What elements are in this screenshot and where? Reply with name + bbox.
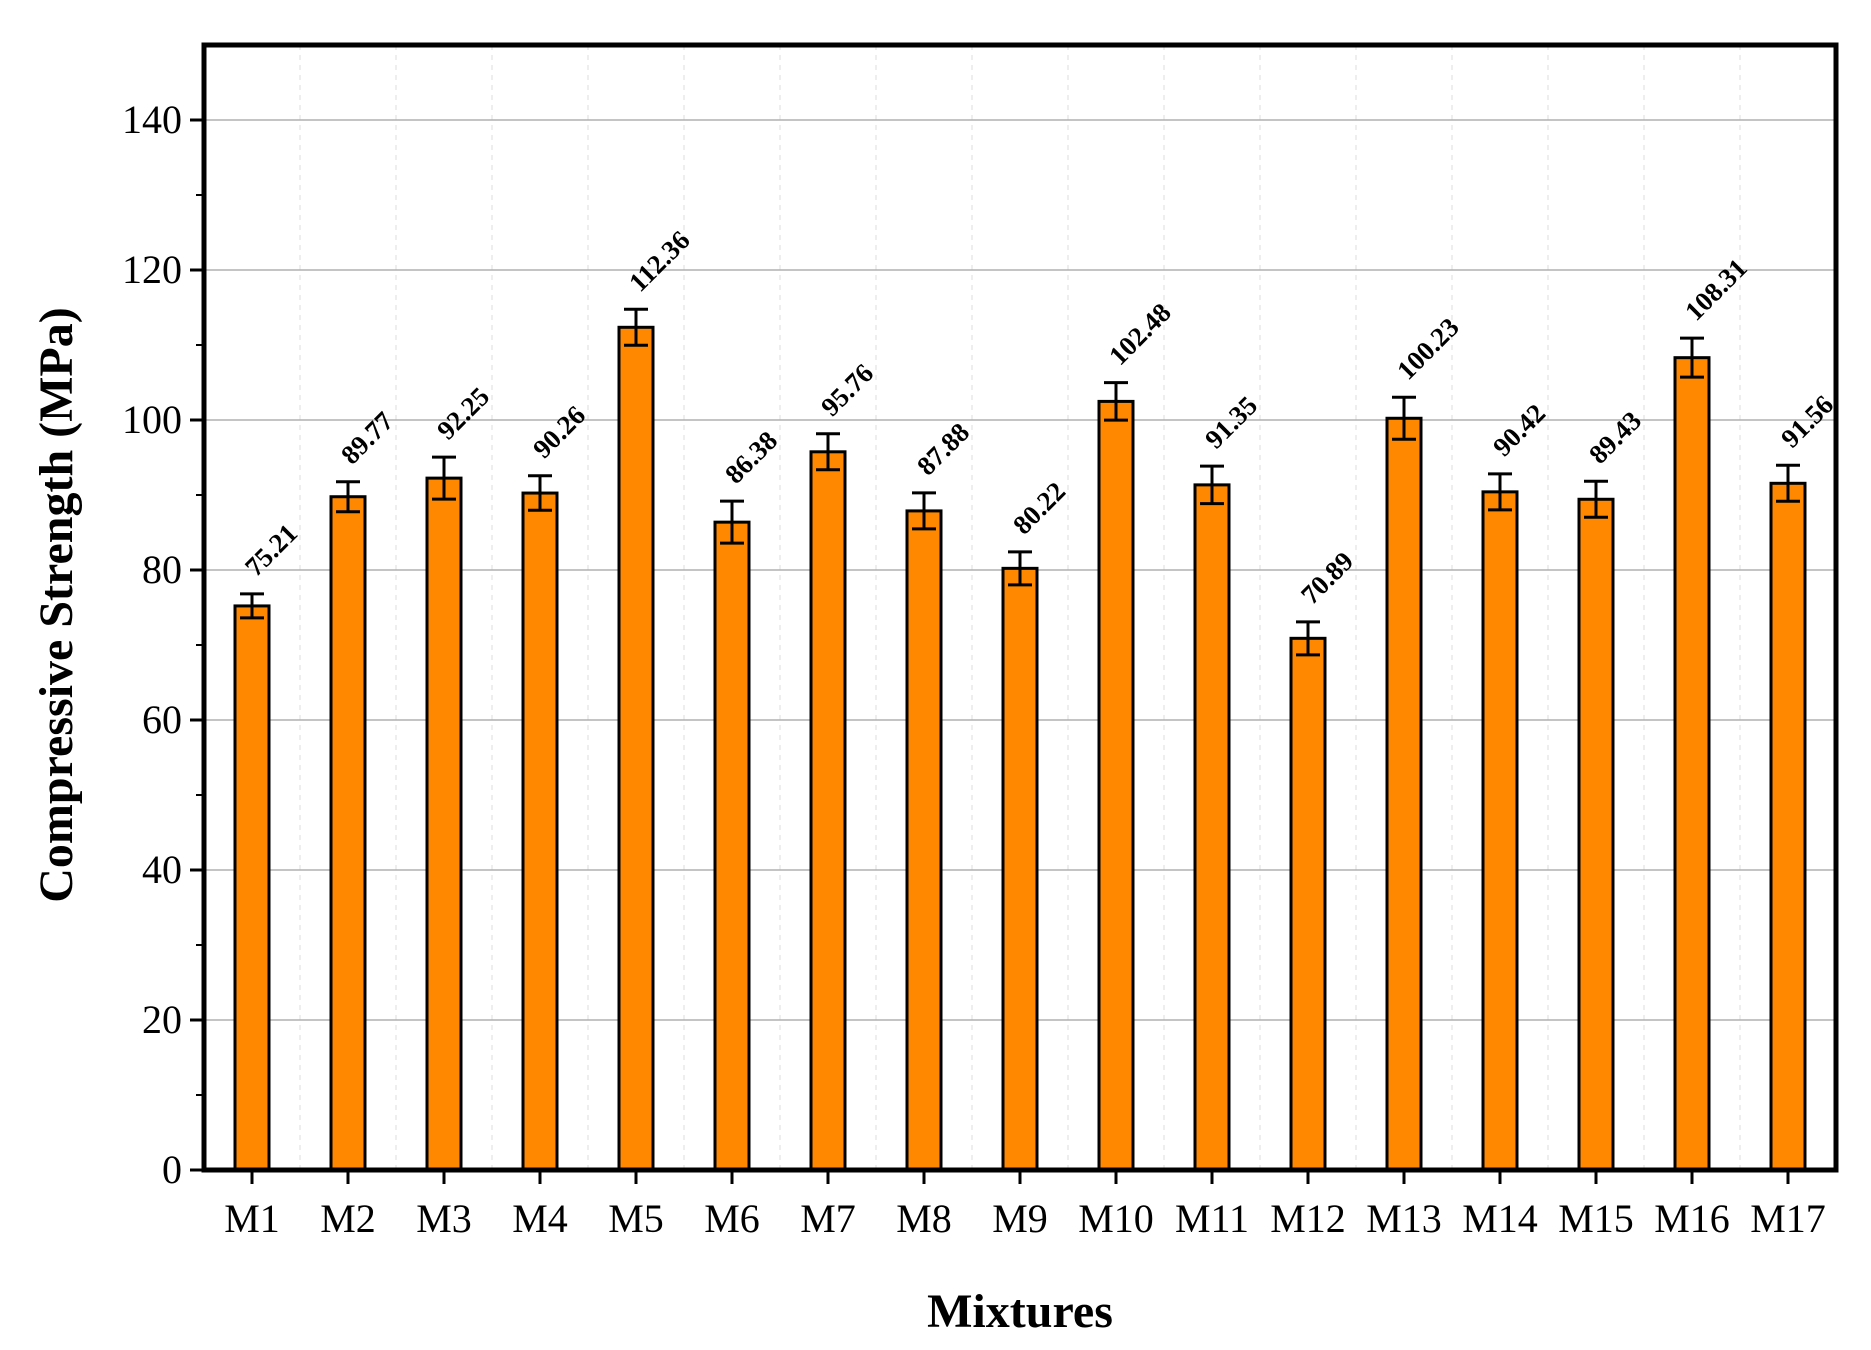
- error-bar-m1: [240, 592, 264, 620]
- bar-m16: [1673, 356, 1711, 1172]
- axes: 0 20 40 60 80 100 120 140 M1 M2 M3 M4 M5 M6 M7 M8 M9 M10 M…: [122, 42, 1839, 1241]
- data-label-m5: 112.36: [623, 225, 696, 298]
- bar-m11: [1193, 483, 1231, 1172]
- x-tick-label-m9: M9: [992, 1196, 1048, 1241]
- data-label-m1: 75.21: [239, 518, 303, 582]
- bar-m8: [905, 509, 943, 1172]
- data-label-m12: 70.89: [1295, 546, 1359, 610]
- x-tick-label-m13: M13: [1366, 1196, 1442, 1241]
- data-label-m7: 95.76: [815, 358, 879, 422]
- bar-m2: [329, 495, 367, 1172]
- y-tick-label: 40: [142, 847, 182, 892]
- bar-m5: [617, 325, 655, 1172]
- y-tick-label: 100: [122, 397, 182, 442]
- data-label-m8: 87.88: [911, 417, 975, 481]
- error-bar-m2: [336, 480, 360, 514]
- bar-m17: [1769, 481, 1807, 1172]
- bar-m14: [1481, 490, 1519, 1172]
- bar-m15: [1577, 497, 1615, 1172]
- x-tick-label-m15: M15: [1558, 1196, 1634, 1241]
- error-bar-m7: [816, 432, 840, 472]
- error-bars: [240, 307, 1800, 657]
- x-tick-label-m3: M3: [416, 1196, 472, 1241]
- y-tick-label: 120: [122, 247, 182, 292]
- data-label-m11: 91.35: [1199, 390, 1263, 454]
- bar-m13: [1385, 416, 1423, 1172]
- y-tick-label: 140: [122, 97, 182, 142]
- data-label-m13: 100.23: [1391, 312, 1465, 386]
- error-bar-m8: [912, 491, 936, 531]
- x-tick-label-m10: M10: [1078, 1196, 1154, 1241]
- bar-m12: [1289, 636, 1327, 1172]
- error-bar-m11: [1200, 464, 1224, 506]
- x-tick-label-m14: M14: [1462, 1196, 1538, 1241]
- data-label-m6: 86.38: [719, 425, 783, 489]
- bars: [233, 325, 1807, 1172]
- bar-m9: [1001, 566, 1039, 1172]
- bar-m1: [233, 604, 271, 1172]
- error-bar-m14: [1488, 472, 1512, 512]
- error-bar-m13: [1392, 395, 1416, 441]
- bar-m3: [425, 476, 463, 1172]
- x-tick-label-m16: M16: [1654, 1196, 1730, 1241]
- error-bar-m15: [1584, 479, 1608, 519]
- x-tick-label-m4: M4: [512, 1196, 568, 1241]
- error-bar-m6: [720, 499, 744, 545]
- y-tick-label: 80: [142, 547, 182, 592]
- x-tick-label-m8: M8: [896, 1196, 952, 1241]
- grid: [203, 45, 1837, 1170]
- data-label-m15: 89.43: [1583, 405, 1647, 469]
- error-bar-m10: [1104, 381, 1128, 422]
- data-label-m2: 89.77: [335, 406, 399, 470]
- x-tick-label-m7: M7: [800, 1196, 856, 1241]
- y-tick-label: 0: [162, 1147, 182, 1192]
- bar-m6: [713, 520, 751, 1172]
- bar-m10: [1097, 399, 1135, 1172]
- x-axis-title: Mixtures: [927, 1285, 1113, 1338]
- x-tick-label-m1: M1: [224, 1196, 280, 1241]
- bar-m4: [521, 491, 559, 1172]
- error-bar-m4: [528, 474, 552, 512]
- data-label-m17: 91.56: [1775, 389, 1839, 453]
- error-bar-m16: [1680, 336, 1704, 379]
- data-label-m9: 80.22: [1007, 476, 1071, 540]
- y-tick-label: 20: [142, 997, 182, 1042]
- error-bar-m9: [1008, 550, 1032, 587]
- x-tick-label-m6: M6: [704, 1196, 760, 1241]
- data-label-m14: 90.42: [1487, 398, 1551, 462]
- data-label-m3: 92.25: [431, 381, 495, 445]
- x-tick-label-m5: M5: [608, 1196, 664, 1241]
- error-bar-m12: [1296, 620, 1320, 657]
- y-axis-title: Compressive Strength (MPa): [30, 307, 83, 902]
- error-bar-m17: [1776, 463, 1800, 503]
- bar-m7: [809, 450, 847, 1172]
- error-bar-m5: [624, 307, 648, 347]
- data-label-m16: 108.31: [1679, 253, 1753, 327]
- x-tick-label-m11: M11: [1175, 1196, 1249, 1241]
- x-tick-label-m17: M17: [1750, 1196, 1826, 1241]
- x-tick-label-m2: M2: [320, 1196, 376, 1241]
- data-label-m10: 102.48: [1103, 297, 1177, 371]
- error-bar-m3: [432, 455, 456, 501]
- data-label-m4: 90.26: [527, 400, 591, 464]
- x-tick-label-m12: M12: [1270, 1196, 1346, 1241]
- y-tick-label: 60: [142, 697, 182, 742]
